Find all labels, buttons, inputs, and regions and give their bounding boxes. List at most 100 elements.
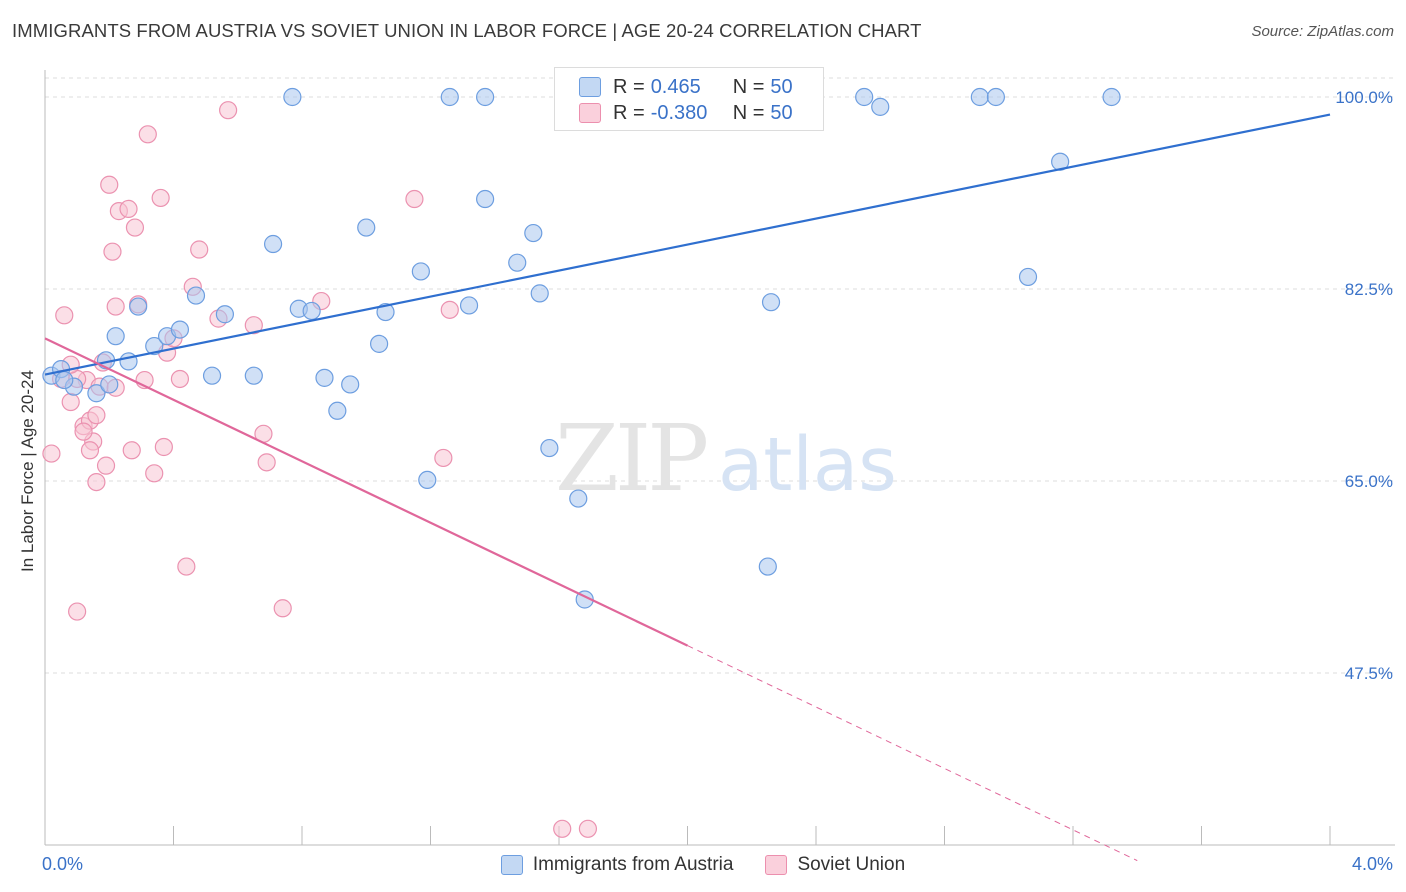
- soviet-union-point: [103, 242, 122, 261]
- austria-point: [100, 375, 119, 394]
- soviet-union-point: [87, 472, 106, 492]
- source-attribution: Source: ZipAtlas.com: [1251, 23, 1394, 40]
- soviet-union-point: [177, 557, 196, 576]
- soviet-union-points: [42, 101, 598, 838]
- austria-point: [87, 384, 106, 403]
- austria-point: [459, 296, 479, 315]
- soviet-union-point: [87, 406, 106, 425]
- x-tick-label: 0.0%: [42, 854, 83, 874]
- austria-point: [540, 438, 559, 458]
- austria-point: [170, 320, 190, 339]
- soviet-union-point: [74, 422, 93, 441]
- soviet-union-point: [440, 300, 459, 319]
- soviet-union-point: [578, 819, 598, 838]
- soviet-union-trendline-extension: [687, 645, 1138, 862]
- r-value: 0.465: [650, 75, 701, 98]
- r-label: R =: [613, 101, 645, 124]
- soviet-union-point: [244, 316, 263, 335]
- r-value: -0.380: [650, 101, 708, 124]
- austria-point: [1018, 267, 1038, 287]
- soviet-union-point: [151, 188, 170, 208]
- soviet-union-point: [100, 175, 119, 194]
- soviet-union-point: [96, 456, 116, 475]
- soviet-union-point: [219, 101, 238, 120]
- trendlines: [44, 113, 1331, 862]
- chart-title: IMMIGRANTS FROM AUSTRIA VS SOVIET UNION …: [12, 20, 922, 41]
- austria-point: [508, 253, 527, 272]
- soviet-union-point: [138, 125, 157, 144]
- austria-point: [986, 87, 1006, 107]
- soviet-union-point: [145, 464, 164, 483]
- austria-point: [341, 375, 360, 394]
- austria-point: [244, 366, 263, 385]
- soviet-union-point: [125, 218, 145, 237]
- soviet-union-point: [42, 444, 61, 463]
- y-tick-label: 82.5%: [1345, 280, 1393, 299]
- stats-row-austria: R = 0.465 N = 50: [579, 74, 793, 100]
- y-tick-label: 47.5%: [1345, 664, 1393, 683]
- legend-label-soviet: Soviet Union: [797, 854, 906, 875]
- austria-point: [145, 336, 164, 356]
- n-value: 50: [770, 101, 793, 124]
- austria-point: [476, 189, 495, 209]
- austria-point: [186, 286, 206, 305]
- austria-point: [758, 557, 777, 576]
- stats-row-soviet: R = -0.380 N = 50: [579, 100, 793, 126]
- soviet-union-point: [55, 306, 74, 325]
- austria-points: [42, 87, 1121, 609]
- soviet-union-point: [405, 189, 424, 209]
- austria-point: [440, 87, 459, 107]
- soviet-union-point: [80, 441, 100, 460]
- r-label: R =: [613, 75, 645, 98]
- soviet-union-point: [257, 453, 276, 472]
- austria-point: [1102, 87, 1121, 107]
- soviet-union-point: [106, 297, 125, 316]
- austria-point: [357, 218, 376, 237]
- austria-point: [476, 87, 495, 107]
- austria-point: [855, 87, 874, 107]
- n-label: N =: [732, 101, 765, 124]
- austria-trendline: [44, 113, 1331, 376]
- austria-point: [283, 87, 302, 107]
- austria-point: [418, 470, 437, 490]
- stats-legend: R = 0.465 N = 50 R = -0.380 N = 50: [554, 67, 824, 131]
- austria-legend-swatch: [500, 855, 523, 875]
- soviet-union-point: [61, 392, 80, 412]
- austria-point: [761, 293, 781, 312]
- soviet-union-point: [122, 441, 141, 460]
- watermark-atlas: atlas: [718, 422, 897, 508]
- y-tick-label: 65.0%: [1345, 472, 1393, 491]
- y-tick-label: 100.0%: [1335, 88, 1393, 107]
- austria-point: [524, 223, 543, 243]
- x-tick-label: 4.0%: [1352, 854, 1393, 874]
- soviet-union-point: [68, 602, 87, 621]
- austria-point: [55, 370, 74, 390]
- n-value: 50: [770, 75, 793, 98]
- austria-point: [328, 401, 347, 420]
- series-legend: Immigrants from Austria Soviet Union: [0, 852, 1406, 878]
- soviet-union-point: [170, 369, 190, 389]
- soviet-union-point: [154, 437, 173, 457]
- austria-point: [970, 87, 989, 107]
- austria-point: [569, 489, 588, 508]
- legend-item-austria[interactable]: Immigrants from Austria: [500, 854, 734, 876]
- austria-swatch: [579, 77, 601, 97]
- austria-point: [871, 97, 890, 116]
- austria-point: [202, 366, 222, 385]
- austria-point: [215, 305, 234, 324]
- legend-label-austria: Immigrants from Austria: [532, 854, 734, 875]
- austria-point: [315, 368, 334, 387]
- austria-point: [530, 284, 549, 303]
- austria-point: [129, 297, 148, 316]
- soviet-union-trendline: [44, 337, 688, 647]
- soviet-union-point: [553, 819, 572, 838]
- austria-point: [263, 234, 283, 254]
- austria-point: [376, 302, 395, 322]
- soviet-legend-swatch: [765, 855, 788, 875]
- austria-point: [370, 334, 389, 353]
- austria-point: [302, 301, 321, 321]
- legend-item-soviet[interactable]: Soviet Union: [765, 854, 905, 876]
- soviet-union-point: [434, 448, 453, 468]
- soviet-swatch: [579, 103, 601, 123]
